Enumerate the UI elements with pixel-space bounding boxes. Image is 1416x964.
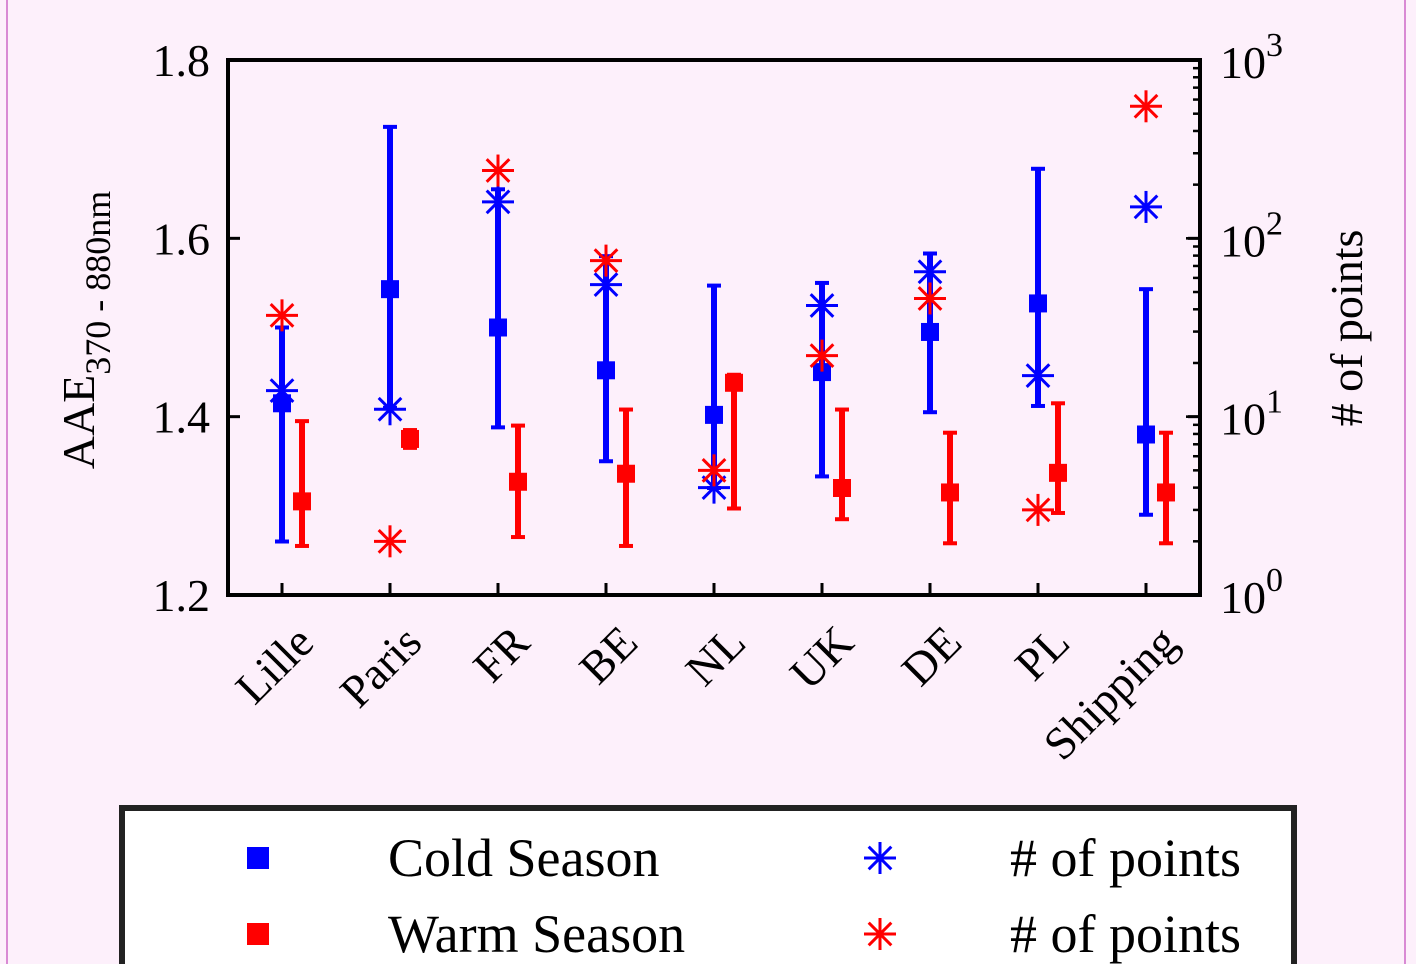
cold-count-marker <box>914 255 946 288</box>
warm-point-7 <box>1049 401 1067 515</box>
warm-count-marker <box>482 154 514 187</box>
y2-tick-label: 100 <box>1220 562 1283 623</box>
right-axis-ticks: 100 101 102 103 <box>1186 27 1283 623</box>
warm-count-marker <box>1022 493 1054 526</box>
legend-box <box>119 805 1297 964</box>
cold-mean-marker <box>1137 425 1155 444</box>
cold-mean-marker <box>705 405 723 424</box>
cold-count-marker <box>482 185 514 218</box>
data-marks <box>266 90 1175 558</box>
warm-count-marker <box>590 244 622 277</box>
y2-tick-label: 102 <box>1220 205 1283 266</box>
warm-mean-marker <box>293 492 311 511</box>
x-tick-label: DE <box>892 616 971 695</box>
legend-label: Warm Season <box>388 904 685 964</box>
cold-mean-marker <box>489 318 507 337</box>
legend-label: Cold Season <box>388 828 660 888</box>
warm-count-marker <box>266 299 298 332</box>
legend-asterisk-marker <box>864 842 896 874</box>
left-axis-ticks: 1.2 1.4 1.6 1.8 <box>153 35 1200 621</box>
warm-count-marker <box>914 282 946 315</box>
cold-point-2 <box>489 187 507 430</box>
warm-count-marker <box>1130 90 1162 123</box>
y-tick-label: 1.8 <box>153 35 211 86</box>
cold-mean-marker <box>597 361 615 380</box>
warm-mean-marker <box>833 479 851 497</box>
warm-point-8 <box>1157 430 1175 546</box>
cold-count-marker <box>374 393 406 426</box>
legend-square-marker <box>247 847 269 869</box>
cold-count-marker <box>266 374 298 407</box>
cold-mean-marker <box>921 322 939 341</box>
cold-count-marker <box>1130 190 1162 223</box>
x-tick-label: PL <box>1005 616 1079 690</box>
warm-point-6 <box>941 430 959 546</box>
legend-square-marker <box>247 923 269 945</box>
cold-count-marker <box>1022 359 1054 392</box>
warm-count-marker <box>698 454 730 487</box>
y-tick-label: 1.6 <box>153 213 211 264</box>
warm-point-1 <box>401 428 419 450</box>
legend-label: # of points <box>1010 904 1241 964</box>
warm-count-marker <box>806 339 838 372</box>
legend: Cold Season # of points Warm Season # of po… <box>247 828 1241 964</box>
cold-count-marker <box>806 289 838 322</box>
warm-count-marker <box>374 525 406 558</box>
cold-mean-marker <box>813 363 831 382</box>
warm-point-3 <box>617 407 635 548</box>
cold-point-0 <box>273 325 291 544</box>
legend-asterisk-marker <box>864 918 896 950</box>
y2-tick-label: 101 <box>1220 384 1283 445</box>
y-tick-label: 1.2 <box>153 570 211 621</box>
warm-point-0 <box>293 419 311 548</box>
warm-mean-marker <box>725 373 743 392</box>
cold-point-1 <box>381 124 399 410</box>
warm-mean-marker <box>617 464 635 483</box>
y2-axis-label: # of points <box>1321 230 1372 427</box>
x-tick-label: Paris <box>330 616 431 717</box>
figure-frame <box>6 0 1406 964</box>
warm-point-5 <box>833 407 851 522</box>
x-tick-label: BE <box>569 616 647 694</box>
warm-mean-marker <box>401 429 419 448</box>
warm-mean-marker <box>1157 483 1175 502</box>
legend-label: # of points <box>1010 828 1241 888</box>
cold-mean-marker <box>1029 294 1047 313</box>
cold-mean-marker <box>381 280 399 299</box>
y2-tick-label: 103 <box>1220 27 1283 88</box>
warm-point-2 <box>509 423 527 540</box>
y-axis-label: AAE370 - 880nm <box>53 191 118 470</box>
y-tick-label: 1.4 <box>153 392 211 443</box>
cold-point-8 <box>1137 287 1155 517</box>
warm-mean-marker <box>509 472 527 491</box>
warm-mean-marker <box>1049 463 1067 482</box>
x-tick-label: FR <box>463 616 539 692</box>
warm-point-4 <box>725 372 743 511</box>
warm-mean-marker <box>941 483 959 502</box>
x-tick-label: NL <box>676 616 755 695</box>
y-axis-label-sub: 370 - 880nm <box>78 191 118 375</box>
y-axis-label-main: AAE <box>53 375 104 470</box>
x-tick-label: Lille <box>226 616 323 713</box>
x-tick-label: UK <box>780 616 863 699</box>
